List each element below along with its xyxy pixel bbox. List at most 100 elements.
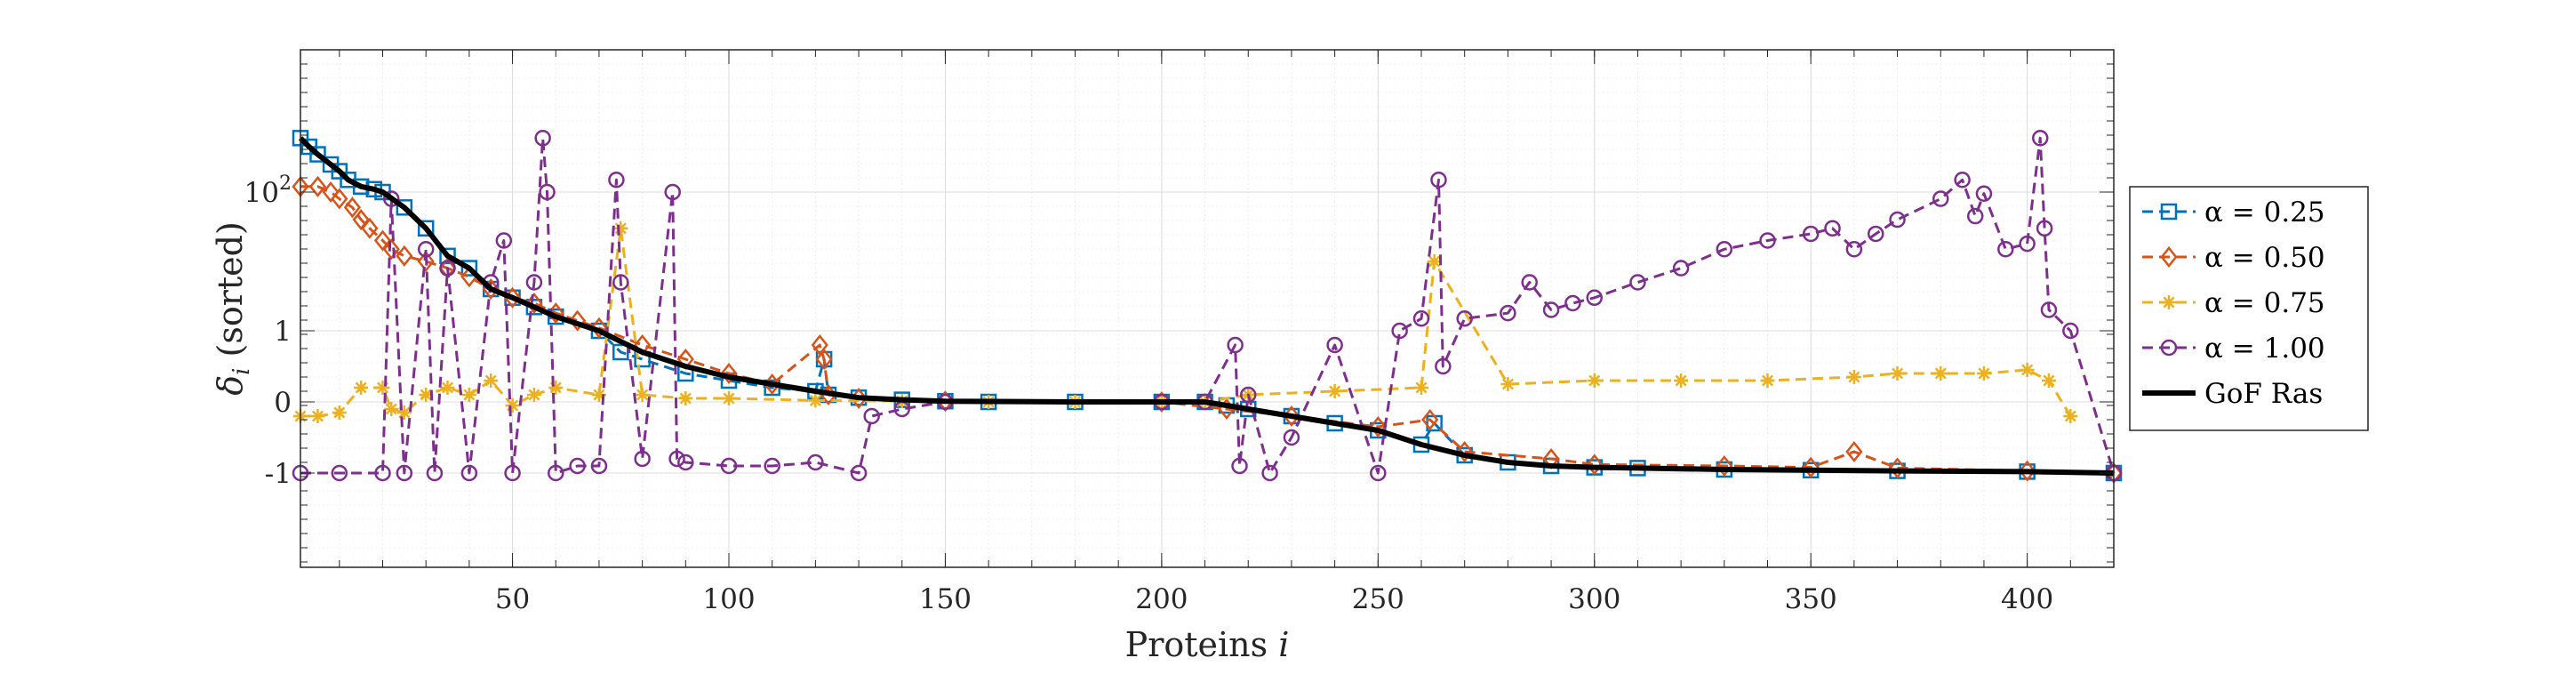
data-point: [569, 457, 586, 475]
data-point: [354, 381, 369, 395]
data-point: [1759, 232, 1776, 249]
data-point: [720, 457, 738, 475]
y-axis-label: δi (sorted): [211, 221, 255, 396]
data-point: [1421, 408, 1439, 431]
data-point: [484, 373, 499, 388]
data-point: [439, 247, 456, 265]
data-point: [668, 450, 685, 468]
data-point: [2041, 373, 2056, 388]
data-point: [1456, 440, 1474, 463]
data-point: [526, 388, 541, 402]
data-point: [1716, 241, 1733, 258]
data-point: [612, 343, 629, 361]
data-point: [331, 464, 348, 482]
data-point: [1500, 304, 1516, 322]
data-point: [310, 409, 325, 423]
legend-label: α = 0.50: [2204, 242, 2325, 274]
x-axis-label: Proteins i: [1125, 625, 1290, 664]
x-tick-label: 400: [2001, 583, 2053, 615]
data-point: [1283, 429, 1300, 446]
data-point: [1430, 172, 1447, 189]
data-point: [1674, 373, 1689, 388]
data-point: [332, 405, 347, 420]
data-point: [426, 464, 444, 482]
data-point: [1824, 220, 1841, 237]
y-tick-label: -1: [265, 458, 292, 490]
data-point: [375, 381, 390, 395]
data-point: [361, 217, 379, 239]
data-point: [1629, 274, 1646, 291]
data-point: [1564, 294, 1581, 312]
plot-frame: [300, 49, 2115, 568]
data-point: [1391, 322, 1408, 340]
legend-label: GoF Ras: [2204, 378, 2323, 410]
data-point: [548, 464, 564, 482]
data-point: [461, 388, 476, 402]
data-point: [373, 229, 392, 252]
y-tick-label: 0: [274, 387, 292, 419]
data-point: [1889, 211, 1906, 229]
data-point: [417, 220, 435, 237]
data-point: [1414, 381, 1429, 395]
data-point: [568, 309, 587, 332]
data-point: [1435, 357, 1452, 375]
data-point: [504, 464, 521, 482]
y-tick-labels: -1 0 1 102: [244, 173, 292, 490]
y-tick-label: 1: [274, 316, 292, 348]
series-line: [298, 136, 2115, 476]
data-point: [1888, 457, 1907, 479]
data-point: [322, 181, 340, 204]
data-point: [678, 391, 693, 405]
legend: α = 0.25 α = 0.50 α = 0.75 α = 1.00 GoF Ras: [2129, 186, 2369, 431]
data-point: [764, 457, 780, 475]
series-line: [300, 136, 2116, 475]
data-point: [1846, 370, 1861, 384]
data-point: [396, 464, 413, 482]
data-point: [1997, 241, 2014, 258]
data-point: [1370, 464, 1387, 482]
data-point: [608, 172, 625, 189]
data-point: [811, 333, 828, 357]
data-point: [1586, 289, 1604, 307]
data-point: [1542, 301, 1560, 318]
data-point: [384, 402, 399, 416]
data-point: [374, 464, 391, 482]
series-line: [300, 227, 2072, 418]
data-point: [2063, 409, 2078, 423]
x-tick-label: 100: [702, 583, 755, 615]
data-point: [1975, 185, 1993, 202]
data-point: [590, 317, 608, 339]
data-point: [343, 197, 362, 219]
data-point: [1240, 386, 1257, 404]
data-point: [1932, 190, 1949, 207]
data-point: [1456, 310, 1473, 327]
data-point: [1231, 457, 1248, 475]
data-point: [352, 209, 370, 231]
data-point: [815, 348, 833, 371]
data-point: [439, 260, 456, 277]
data-point: [331, 163, 348, 180]
data-point: [1966, 207, 1984, 225]
x-tick-label: 250: [1352, 583, 1404, 615]
data-point: [440, 381, 455, 395]
data-point: [634, 450, 651, 468]
data-point: [1716, 454, 1733, 477]
data-point: [382, 238, 400, 261]
legend-marker: [2160, 339, 2178, 357]
data-point: [2040, 301, 2058, 318]
data-point: [331, 188, 348, 210]
data-point: [808, 393, 823, 408]
data-point: [1327, 384, 1342, 398]
data-point: [309, 146, 326, 163]
data-point: [417, 250, 435, 273]
data-point: [664, 183, 681, 201]
data-point: [677, 453, 694, 471]
data-point: [720, 362, 738, 385]
data-point: [590, 457, 608, 475]
x-tick-label: 150: [919, 583, 972, 615]
data-point: [417, 241, 435, 258]
data-point: [1500, 377, 1516, 391]
data-point: [1760, 373, 1775, 388]
series-4: [298, 136, 2115, 476]
data-point: [1976, 366, 1991, 381]
